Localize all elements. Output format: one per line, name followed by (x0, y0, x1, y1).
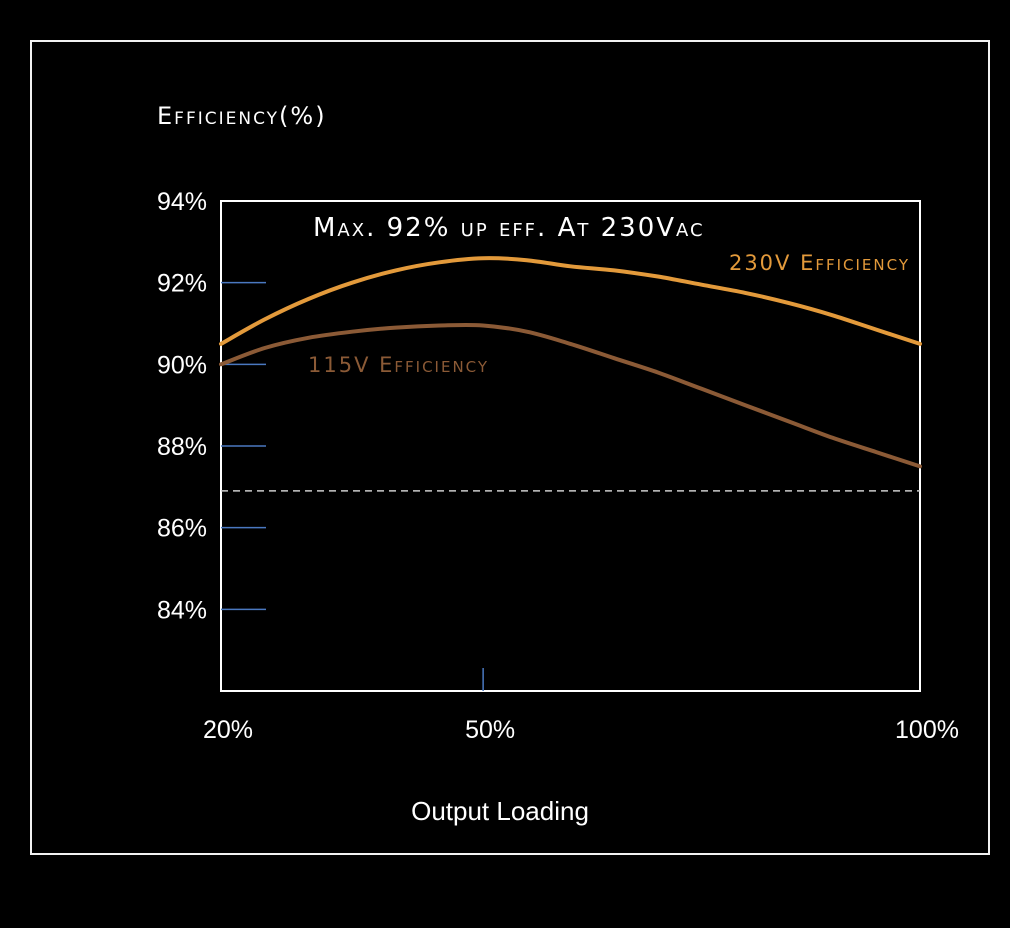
y-tick-label: 90% (157, 351, 207, 379)
chart-title: Efficiency(%) (157, 102, 327, 130)
x-tick-label: 100% (895, 716, 959, 744)
x-axis-label: Output Loading (411, 796, 589, 826)
chart-frame (30, 40, 990, 855)
y-axis: 94% 92% 90% 88% 86% 84% (157, 188, 266, 624)
y-tick-label: 84% (157, 596, 207, 624)
x-axis: 20% 50% 100% (203, 668, 959, 744)
series-line-1 (219, 322, 922, 469)
series-label-230v: 230V Efficiency (729, 251, 910, 275)
y-tick-label: 86% (157, 515, 207, 543)
series-line-0 (219, 256, 922, 346)
y-tick-label: 92% (157, 270, 207, 298)
x-tick-label: 20% (203, 716, 253, 744)
y-tick-label: 88% (157, 433, 207, 461)
series-label-115v: 115V Efficiency (308, 353, 489, 377)
series-group (219, 256, 922, 469)
max-efficiency-annotation: Max. 92% up eff. At 230Vac (313, 213, 705, 243)
x-tick-label: 50% (465, 716, 515, 744)
y-tick-label: 94% (157, 188, 207, 216)
